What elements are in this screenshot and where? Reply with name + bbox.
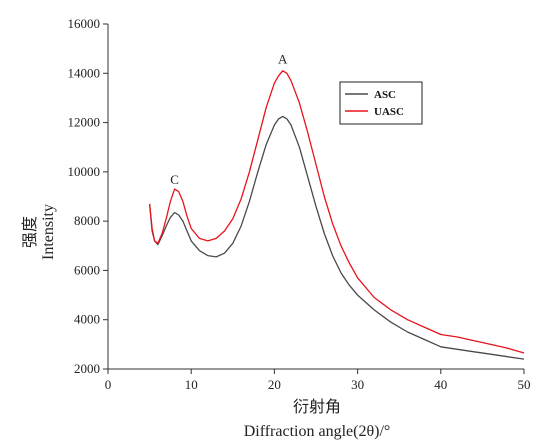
y-axis-title: Intensity [40,204,57,260]
x-tick-label: 0 [105,377,112,392]
y-tick-label: 2000 [74,361,100,376]
axes [107,24,524,370]
x-tick-label: 40 [434,377,447,392]
x-axis-title-cn: 衍射角 [293,398,341,416]
annotation-c: C [170,172,179,187]
annotation-a: A [278,51,288,66]
x-axis-title: Diffraction angle(2θ)/° [244,423,391,440]
series-line-uasc [148,70,525,354]
x-tick-label: 20 [268,377,281,392]
legend: ASC UASC [339,81,423,125]
y-tick-label: 8000 [74,213,100,228]
y-tick-label: 16000 [68,16,101,31]
annotations: AC [170,51,288,187]
x-tick-label: 50 [518,377,531,392]
x-tick-label: 10 [185,377,198,392]
legend-box [339,81,423,125]
x-tick-label: 30 [351,377,364,392]
series-layer [148,70,525,360]
y-axis-title-cn: 强度 [21,216,39,248]
legend-label-uasc: UASC [374,106,404,118]
legend-label-asc: ASC [374,89,396,101]
y-tick-label: 4000 [74,312,100,327]
y-tick-label: 10000 [68,164,101,179]
y-tick-label: 14000 [68,65,101,80]
y-tick-label: 6000 [74,262,100,277]
series-line-asc [148,115,525,360]
y-tick-label: 12000 [68,115,101,130]
x-ticks: 0 10 20 30 40 50 [105,369,531,392]
y-ticks: 2000 4000 6000 8000 10000 12000 14000 16000 [68,16,108,376]
